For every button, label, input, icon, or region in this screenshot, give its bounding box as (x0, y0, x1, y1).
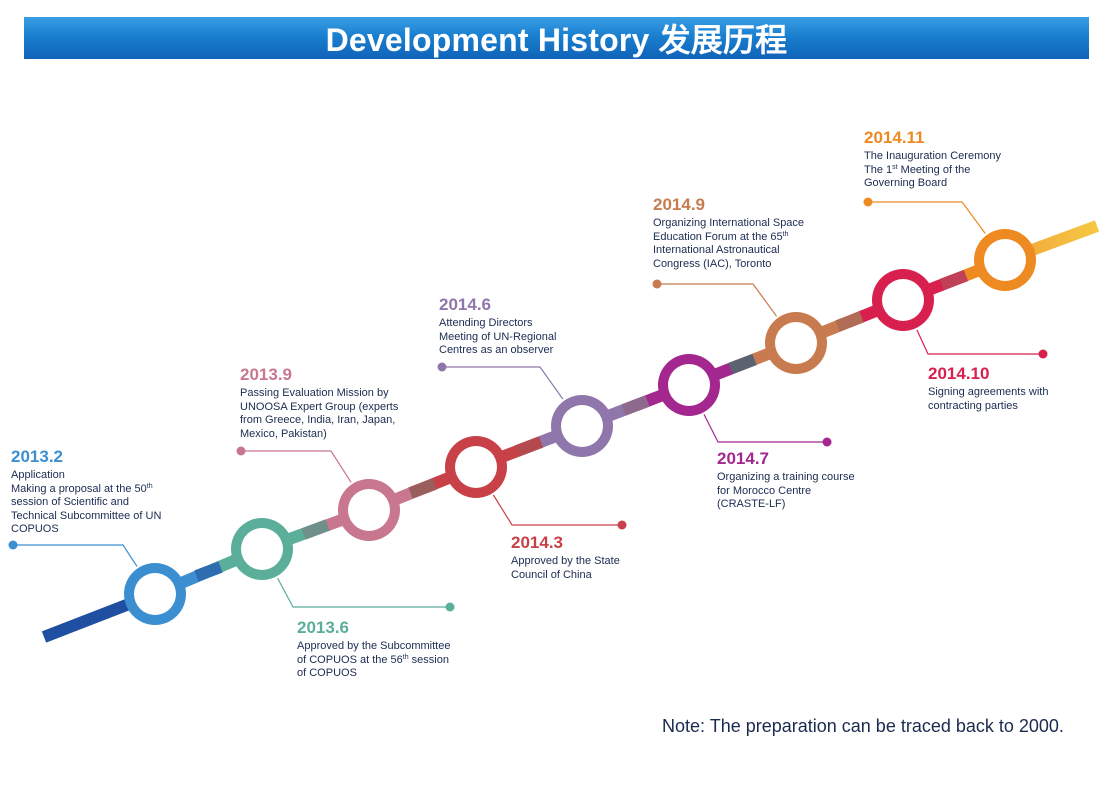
connector-line (277, 577, 450, 608)
connector-dot (445, 602, 455, 612)
milestone-entry: 2014.7 Organizing a training course for Mo… (717, 449, 917, 512)
description-line: Signing agreements with (928, 386, 1049, 398)
connector-line (657, 283, 778, 317)
description-line: Governing Board (864, 177, 948, 189)
milestone-date: 2014.10 (928, 364, 990, 383)
description-line: contracting parties (928, 399, 1018, 412)
milestone-date: 2013.6 (297, 618, 349, 637)
description-line: UNOOSA Expert Group (experts (240, 400, 399, 413)
timeline-band-joint (835, 311, 864, 332)
milestone-circle-center (561, 405, 603, 447)
milestone-circle-center (134, 573, 176, 615)
milestone-entry: 2013.9 Passing Evaluation Mission by UNOOS… (240, 365, 440, 441)
title-banner: Development History 发展历程 (24, 17, 1089, 59)
connector-dot (617, 520, 627, 530)
description-line: Organizing a training course (717, 471, 855, 483)
milestone-description: Approved by the State Council of China (511, 555, 711, 582)
milestone-entry: 2013.2 Application Making a proposal at th… (11, 447, 211, 537)
milestone-circle-center (348, 489, 390, 531)
milestone-circle-center (984, 239, 1026, 281)
milestone-description: Passing Evaluation Mission by UNOOSA Expe… (240, 387, 440, 441)
description-line: of COPUOS (297, 667, 357, 679)
milestone-description: Application Making a proposal at the 50th… (11, 469, 211, 537)
description-line: Application (11, 469, 65, 481)
description-line: Education Forum at the 65th (653, 230, 789, 243)
description-line: from Greece, India, Iran, Japan, (240, 414, 396, 426)
milestone-date: 2013.9 (240, 365, 292, 384)
description-line: Making a proposal at the 50th (11, 482, 153, 495)
timeline-band-joint (194, 561, 223, 582)
connector-dot (8, 540, 18, 550)
connector-line (703, 414, 827, 443)
description-line: session of Scientific and (11, 496, 130, 508)
connector-dot (437, 362, 447, 372)
description-line: Meeting of UN-Regional (439, 330, 557, 343)
connector-line (13, 544, 138, 567)
milestone-date: 2014.9 (653, 195, 705, 214)
milestone-entry: 2013.6 Approved by the Subcommittee of COP… (297, 618, 497, 681)
description-line: Approved by the State (511, 555, 620, 567)
description-line: COPUOS (11, 523, 59, 535)
description-line: Technical Subcommittee of UN (11, 509, 162, 522)
milestone-description: Signing agreements with contracting parti… (928, 386, 1113, 413)
connector-dot (822, 437, 832, 447)
connector-dot (652, 279, 662, 289)
milestone-entry: 2014.9 Organizing International Space Educ… (653, 195, 853, 271)
milestone-description: The Inauguration Ceremony The 1st Meeting… (864, 150, 1064, 191)
connector-dot (863, 197, 873, 207)
description-line: Mexico, Pakistan) (240, 427, 327, 440)
description-line: Council of China (511, 568, 592, 581)
milestone-description: Attending Directors Meeting of UN-Regiona… (439, 317, 639, 358)
timeline-band-joint (939, 269, 969, 291)
timeline-band-joint (621, 395, 650, 416)
page-title: Development History 发展历程 (325, 22, 788, 58)
milestone-circle-center (775, 322, 817, 364)
footnote: Note: The preparation can be traced back… (662, 716, 1064, 736)
milestone-date: 2014.11 (864, 128, 925, 147)
milestone-circle-center (241, 528, 283, 570)
connector-line (916, 329, 1043, 355)
milestone-circle-center (455, 446, 497, 488)
description-line: Organizing International Space (653, 217, 805, 229)
timeline-band-joint (301, 519, 330, 540)
milestone-date: 2013.2 (11, 447, 63, 466)
connector-dot (1038, 349, 1048, 359)
milestone-entry: 2014.6 Attending Directors Meeting of UN-R… (439, 295, 639, 358)
description-line: Approved by the Subcommittee (297, 640, 451, 652)
connector-dot (236, 446, 246, 456)
description-line: Centres as an observer (439, 344, 554, 356)
connector-line (868, 201, 986, 234)
description-line: (CRASTE-LF) (717, 498, 786, 510)
description-line: of COPUOS at the 56th session (297, 653, 449, 666)
timeline-band-joint (728, 353, 757, 375)
description-line: The 1st Meeting of the (864, 163, 971, 176)
milestone-description: Organizing a training course for Morocco … (717, 471, 917, 512)
milestone-entry: 2014.11 The Inauguration Ceremony The 1st … (864, 128, 1064, 191)
milestone-entry: 2014.10 Signing agreements with contractin… (928, 364, 1113, 413)
description-line: Attending Directors (439, 317, 533, 329)
description-line: The Inauguration Ceremony (864, 150, 1001, 162)
milestone-description: Organizing International Space Education … (653, 217, 853, 271)
milestone-circle-center (668, 364, 710, 406)
description-line: Congress (IAC), Toronto (653, 257, 772, 270)
milestone-entry: 2014.3 Approved by the State Council of Ch… (511, 533, 711, 582)
milestone-circle-center (882, 279, 924, 321)
milestone-date: 2014.3 (511, 533, 563, 552)
connector-line (442, 366, 564, 400)
connector-line (492, 494, 622, 526)
description-line: International Astronautical (653, 244, 780, 256)
timeline-band-joint (408, 478, 437, 499)
timeline-band-joint (514, 436, 544, 457)
connector-line (241, 450, 352, 483)
description-line: Passing Evaluation Mission by (240, 387, 389, 399)
milestone-description: Approved by the Subcommittee of COPUOS at… (297, 640, 497, 681)
milestone-date: 2014.7 (717, 449, 769, 468)
description-line: for Morocco Centre (717, 484, 812, 497)
milestone-date: 2014.6 (439, 295, 491, 314)
